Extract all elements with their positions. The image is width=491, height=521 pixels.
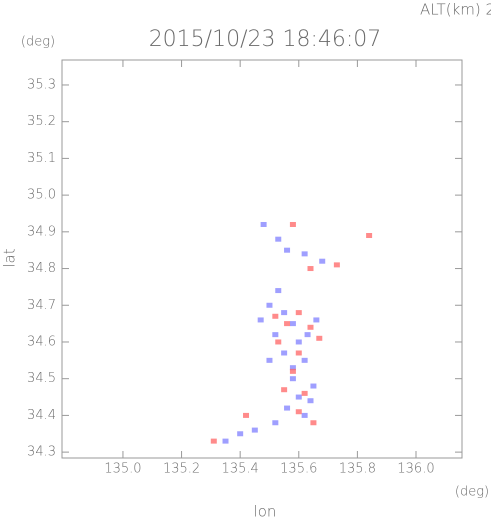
- echo-point: [366, 233, 373, 239]
- echo-point: [260, 221, 267, 227]
- echo-point: [304, 332, 311, 338]
- y-tick-label: 35.1: [27, 151, 56, 166]
- y-tick-label: 34.4: [27, 408, 56, 423]
- echo-point: [295, 350, 302, 356]
- echo-point: [307, 324, 314, 330]
- echo-point: [301, 412, 308, 418]
- echo-point: [333, 262, 340, 268]
- echo-point: [281, 310, 288, 316]
- x-unit: (deg): [455, 485, 489, 500]
- echo-point: [257, 317, 264, 323]
- echo-point: [289, 365, 296, 371]
- echo-point: [289, 221, 296, 227]
- plot-frame: [61, 59, 463, 459]
- echo-point: [319, 258, 326, 264]
- echo-point: [284, 247, 291, 253]
- y-tick-label: 34.6: [27, 334, 56, 349]
- echo-point: [310, 383, 317, 389]
- x-tick-label: 135.4: [222, 462, 259, 477]
- x-axis-label: lon: [254, 503, 277, 521]
- x-tick-label: 135.8: [339, 462, 376, 477]
- echo-point: [289, 368, 296, 374]
- altitude-label: ALT(km) 2.0: [420, 1, 491, 19]
- echo-point: [307, 398, 314, 404]
- echo-point: [301, 357, 308, 363]
- y-axis-label: lat: [1, 248, 19, 267]
- echo-point: [272, 332, 279, 338]
- echo-point: [275, 288, 282, 294]
- echo-point: [316, 335, 323, 341]
- echo-point: [310, 420, 317, 426]
- echo-point: [237, 431, 244, 437]
- echo-point: [251, 427, 258, 433]
- echo-point: [289, 321, 296, 327]
- echo-point: [307, 266, 314, 272]
- x-tick-label: 135.0: [104, 462, 141, 477]
- echo-point: [281, 387, 288, 393]
- echo-point: [275, 236, 282, 242]
- echo-point: [295, 409, 302, 415]
- echo-point: [266, 302, 273, 308]
- echo-point: [281, 350, 288, 356]
- echo-point: [295, 339, 302, 345]
- y-unit: (deg): [21, 35, 55, 50]
- y-tick-label: 35.2: [27, 114, 56, 129]
- echo-point: [275, 339, 282, 345]
- echo-point: [222, 438, 229, 444]
- y-tick-label: 34.7: [27, 298, 56, 313]
- x-tick-label: 135.2: [163, 462, 200, 477]
- echo-point: [295, 394, 302, 400]
- y-tick-label: 35.0: [27, 188, 56, 203]
- echo-point: [313, 317, 320, 323]
- echo-point: [295, 310, 302, 316]
- chart-title: 2015/10/23 18:46:07: [149, 27, 382, 52]
- echo-point: [284, 321, 291, 327]
- y-tick-label: 34.3: [27, 445, 56, 460]
- echo-point: [243, 412, 250, 418]
- y-tick-label: 35.3: [27, 77, 56, 92]
- echo-point: [301, 251, 308, 257]
- echo-point: [272, 420, 279, 426]
- echo-point: [301, 390, 308, 396]
- echo-point: [266, 357, 273, 363]
- echo-point: [289, 376, 296, 382]
- y-tick-label: 34.8: [27, 261, 56, 276]
- y-tick-label: 34.5: [27, 371, 56, 386]
- echo-point: [210, 438, 217, 444]
- y-tick-label: 34.9: [27, 224, 56, 239]
- echo-point: [284, 405, 291, 411]
- x-tick-label: 135.6: [280, 462, 317, 477]
- echo-point: [272, 313, 279, 319]
- x-tick-label: 136.0: [397, 462, 434, 477]
